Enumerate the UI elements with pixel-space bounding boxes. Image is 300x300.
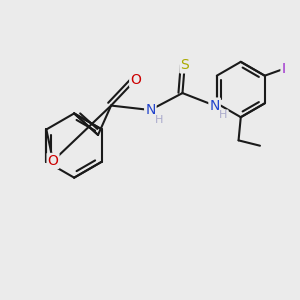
Text: O: O bbox=[130, 73, 141, 87]
Text: I: I bbox=[281, 62, 286, 76]
Text: N: N bbox=[145, 103, 155, 117]
Text: N: N bbox=[209, 99, 220, 112]
Text: O: O bbox=[48, 154, 58, 168]
Text: S: S bbox=[180, 58, 189, 72]
Text: H: H bbox=[219, 110, 228, 120]
Text: H: H bbox=[155, 115, 164, 125]
